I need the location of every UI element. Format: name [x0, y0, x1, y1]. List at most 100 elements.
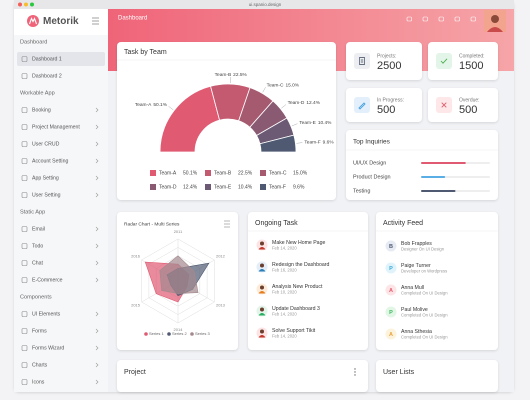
progress-bar — [421, 190, 456, 192]
window-button[interactable] — [18, 2, 22, 7]
legend-swatch — [150, 184, 156, 190]
nav-item[interactable]: Booking — [32, 107, 51, 113]
nav-icon — [21, 226, 28, 232]
stat-card — [346, 42, 422, 80]
leader-line — [281, 104, 287, 109]
nav-icon — [21, 362, 28, 368]
activity-detail: Completed On UI Design — [401, 335, 448, 340]
task-avatar-head — [260, 285, 264, 290]
nav-item[interactable]: Forms Wizard — [32, 345, 64, 351]
nav-item[interactable]: Todo — [32, 243, 43, 249]
card — [117, 42, 336, 200]
nav-icon — [21, 175, 28, 181]
activity-initial: P — [389, 266, 393, 272]
nav-chevron — [95, 260, 99, 266]
nav-item[interactable]: Email — [32, 226, 45, 232]
task-title[interactable]: Solve Support Tikit — [272, 328, 316, 334]
leader-line — [291, 123, 298, 127]
task-title[interactable]: Update Dashboard 3 — [272, 306, 320, 312]
activity-detail: Developer on Wordpress — [401, 269, 447, 274]
activity-name: Bob Frapples — [401, 241, 432, 247]
legend-swatch — [260, 170, 266, 176]
nav-item[interactable]: UI Elements — [32, 311, 61, 317]
task-title[interactable]: Redesign the Dashboard — [272, 262, 330, 268]
header-icon[interactable] — [470, 16, 476, 22]
card — [346, 130, 498, 200]
task-date: Feb 10, 2020 — [272, 290, 297, 295]
task-title[interactable]: Analysis New Product — [272, 284, 323, 290]
sidebar-section-title: Dashboard — [20, 39, 47, 45]
card-title: Task by Team — [124, 49, 167, 56]
logo-mark — [28, 17, 38, 25]
active-item-bg — [17, 52, 105, 66]
nav-chevron — [95, 362, 99, 368]
legend-value: 15.0% — [293, 170, 308, 176]
window-button[interactable] — [24, 2, 28, 7]
header-icon[interactable] — [438, 16, 444, 22]
legend-value: 12.4% — [183, 184, 198, 190]
nav-item[interactable]: Chat — [32, 260, 44, 266]
activity-badge — [385, 262, 397, 274]
segment-label-name: Team-A — [135, 102, 152, 108]
nav-icon — [21, 243, 28, 249]
nav-item[interactable]: Charts — [32, 362, 48, 368]
legend-name: Series 1 — [149, 331, 164, 336]
radar-axis-label: 2015 — [131, 303, 141, 308]
nav-item[interactable]: App Setting — [32, 175, 59, 181]
nav-item[interactable]: Forms — [32, 328, 47, 334]
activity-detail: Completed On UI Design — [401, 291, 448, 296]
segment-label-name: Team-C — [267, 83, 284, 89]
task-avatar-head — [260, 329, 264, 334]
segment-label: Team-E 10.4% — [299, 120, 332, 126]
nav-icon — [21, 107, 28, 113]
window-button[interactable] — [30, 2, 34, 7]
header-icon[interactable] — [406, 16, 412, 22]
activity-name: Paige Turner — [401, 263, 431, 269]
task-title[interactable]: Make New Home Page — [272, 240, 325, 246]
card-menu[interactable] — [354, 374, 356, 376]
nav-item[interactable]: User CRUD — [32, 141, 60, 147]
nav-icon — [21, 158, 28, 164]
legend-value: 10.4% — [238, 184, 253, 190]
radar-axis-label: 2011 — [174, 229, 183, 234]
nav-item[interactable]: Dashboard 1 — [32, 56, 62, 62]
inquiry-name: UI/UX Design — [353, 160, 386, 166]
nav-icon — [21, 260, 28, 266]
avatar-head — [491, 15, 499, 23]
nav-item[interactable]: User Setting — [32, 192, 61, 198]
nav-item[interactable]: E-Commerce — [32, 277, 63, 283]
stat-label: In Progress: — [377, 97, 404, 103]
legend-swatch — [260, 184, 266, 190]
nav-item[interactable]: Dashboard 2 — [32, 73, 62, 79]
task-avatar-head — [260, 307, 264, 312]
nav-icon — [21, 345, 28, 351]
legend-swatch — [205, 170, 211, 176]
nav-item[interactable]: Account Setting — [32, 158, 68, 164]
radar-axis-label: 2014 — [174, 327, 184, 332]
card — [117, 360, 368, 392]
header-icon[interactable] — [454, 16, 460, 22]
radar-series — [159, 255, 199, 294]
radar-axis-label: 2013 — [216, 303, 226, 308]
card-menu[interactable] — [354, 371, 356, 373]
nav-icon — [21, 124, 28, 130]
sidebar-section-title: Components — [20, 294, 52, 300]
legend-swatch — [205, 184, 211, 190]
card-title: Ongoing Task — [255, 220, 298, 227]
legend-value: 50.1% — [183, 170, 198, 176]
legend-value: 22.5% — [238, 170, 253, 176]
legend-name: Series 3 — [195, 331, 210, 336]
card — [248, 212, 368, 350]
stat-label: Overdue: — [459, 97, 480, 103]
legend-name: Team-A — [159, 170, 177, 176]
nav-icon — [21, 73, 28, 79]
browser-url: ui.spanio.design — [249, 2, 282, 7]
header-icon[interactable] — [422, 16, 428, 22]
nav-item[interactable]: Project Management — [32, 124, 80, 130]
nav-chevron — [95, 328, 99, 334]
segment-label-name: Team-F — [304, 140, 320, 146]
nav-item[interactable]: Icons — [32, 379, 45, 385]
donut-segment — [259, 134, 297, 153]
card-menu[interactable] — [354, 368, 356, 370]
